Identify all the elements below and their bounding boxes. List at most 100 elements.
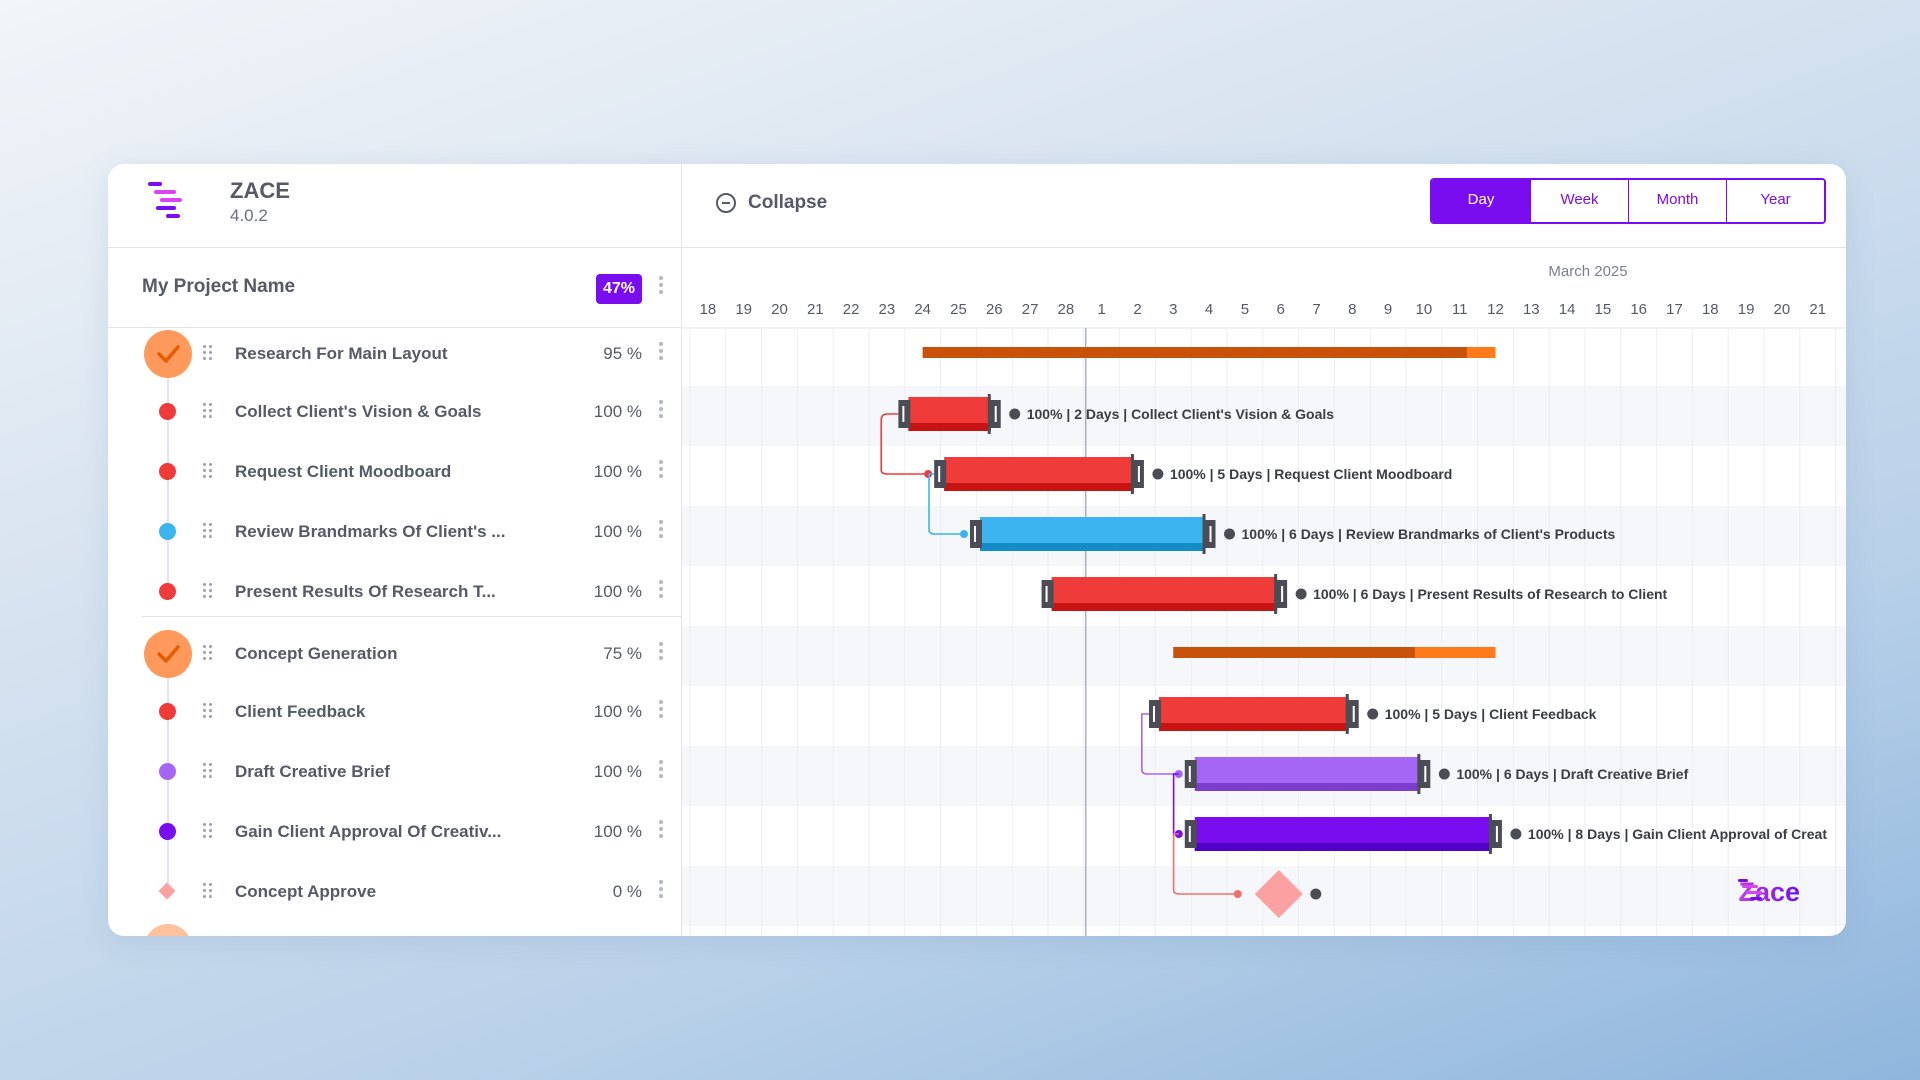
gantt-row-stripe xyxy=(682,506,1846,566)
task-row[interactable]: Collect Client's Vision & Goals 100 % xyxy=(108,386,682,436)
drag-handle-icon[interactable] xyxy=(203,823,213,839)
task-row[interactable]: Review Brandmarks Of Client's ... 100 % xyxy=(108,506,682,556)
task-bar-shade xyxy=(944,483,1134,491)
task-name: Request Client Moodboard xyxy=(235,462,452,481)
timeline-month-label: March 2025 xyxy=(1548,263,1627,280)
task-menu-kebab-icon[interactable] xyxy=(658,880,664,902)
drag-handle-icon[interactable] xyxy=(203,345,213,361)
day-tick-label: 20 xyxy=(1774,301,1791,318)
project-name: My Project Name xyxy=(142,276,296,297)
task-row[interactable]: Research For Main Layout 95 % xyxy=(108,328,682,378)
dependency-connector xyxy=(880,413,929,475)
day-tick-label: 19 xyxy=(1738,301,1755,318)
task-percent: 100 % xyxy=(593,822,642,841)
drag-handle-icon[interactable] xyxy=(203,703,213,719)
handle-grip xyxy=(973,526,976,542)
drag-handle-icon[interactable] xyxy=(203,645,213,661)
day-tick-label: 6 xyxy=(1277,301,1285,318)
milestone-end-dot[interactable] xyxy=(1310,888,1322,900)
task-bar-shade xyxy=(1194,783,1421,791)
view-switcher: Day Week Month Year xyxy=(1430,178,1826,224)
collapse-button[interactable]: Collapse xyxy=(716,192,827,214)
task-start-handle[interactable] xyxy=(1184,820,1197,848)
task-menu-kebab-icon[interactable] xyxy=(658,700,664,722)
task-progress-marker[interactable] xyxy=(1130,454,1134,494)
task-link-dot[interactable] xyxy=(1438,768,1450,780)
task-percent: 95 % xyxy=(603,344,642,363)
task-progress-marker[interactable] xyxy=(1202,514,1206,554)
task-link-dot[interactable] xyxy=(1152,468,1164,480)
drag-handle-icon[interactable] xyxy=(203,883,213,899)
task-progress-marker[interactable] xyxy=(1417,754,1421,794)
task-menu-kebab-icon[interactable] xyxy=(658,342,664,364)
day-tick-label: 21 xyxy=(807,301,824,318)
milestone-diamond[interactable] xyxy=(1254,869,1303,919)
day-tick-label: 3 xyxy=(1169,301,1177,318)
task-menu-kebab-icon[interactable] xyxy=(658,400,664,422)
task-menu-kebab-icon[interactable] xyxy=(658,460,664,482)
drag-handle-icon[interactable] xyxy=(203,463,213,479)
drag-handle-icon[interactable] xyxy=(203,583,213,599)
group-checkmark-icon xyxy=(144,630,192,678)
task-menu-kebab-icon[interactable] xyxy=(658,642,664,664)
day-tick-label: 16 xyxy=(1630,301,1647,318)
task-name: Research For Main Layout xyxy=(235,344,448,363)
task-row[interactable]: Concept Approve 0 % xyxy=(108,866,682,916)
zace-watermark-logo-icon xyxy=(1738,879,1763,900)
task-end-handle[interactable] xyxy=(1489,820,1502,848)
handle-grip xyxy=(938,466,941,482)
dependency-connector xyxy=(1172,833,1238,895)
task-progress-marker[interactable] xyxy=(987,394,991,434)
task-progress-marker[interactable] xyxy=(1488,814,1492,854)
task-menu-kebab-icon[interactable] xyxy=(658,820,664,842)
task-progress-marker[interactable] xyxy=(1274,574,1278,614)
task-end-handle[interactable] xyxy=(988,400,1001,428)
drag-handle-icon[interactable] xyxy=(203,403,213,419)
dependency-connector xyxy=(1141,713,1179,775)
task-link-dot[interactable] xyxy=(1295,588,1307,600)
handle-grip xyxy=(1188,826,1191,842)
task-menu-kebab-icon[interactable] xyxy=(658,520,664,542)
task-name: Concept Generation xyxy=(235,644,398,663)
connector-end-dot xyxy=(924,470,933,478)
task-menu-kebab-icon[interactable] xyxy=(658,580,664,602)
view-week-button[interactable]: Week xyxy=(1530,180,1628,222)
task-name: Collect Client's Vision & Goals xyxy=(235,402,482,421)
group-separator xyxy=(142,616,682,617)
handle-grip xyxy=(902,406,905,422)
gantt-app-card: ZACE 4.0.2 My Project Name 47% Research … xyxy=(108,164,1846,936)
day-tick-label: 24 xyxy=(914,301,931,318)
view-month-button[interactable]: Month xyxy=(1628,180,1726,222)
task-progress-marker[interactable] xyxy=(1345,694,1349,734)
task-row[interactable]: Present Results Of Research T... 100 % xyxy=(108,566,682,616)
task-row[interactable]: Gain Client Approval Of Creativ... 100 % xyxy=(108,806,682,856)
task-name: Concept Approve xyxy=(235,882,377,901)
task-link-dot[interactable] xyxy=(1510,828,1522,840)
day-tick-label: 22 xyxy=(843,301,860,318)
group-summary-progress xyxy=(1173,647,1415,658)
task-status-dot-icon xyxy=(159,583,176,600)
task-menu-kebab-icon[interactable] xyxy=(658,760,664,782)
task-link-dot[interactable] xyxy=(1009,408,1021,420)
task-link-dot[interactable] xyxy=(1224,528,1236,540)
task-row[interactable]: Request Client Moodboard 100 % xyxy=(108,446,682,496)
task-row[interactable]: Draft Creative Brief 100 % xyxy=(108,746,682,796)
gantt-panel: Collapse Day Week Month Year March 2025 1… xyxy=(682,164,1846,936)
task-start-handle[interactable] xyxy=(1184,760,1197,788)
task-percent: 100 % xyxy=(593,762,642,781)
day-tick-label: 26 xyxy=(986,301,1003,318)
handle-grip xyxy=(1495,826,1498,842)
handle-grip xyxy=(1424,766,1427,782)
drag-handle-icon[interactable] xyxy=(203,523,213,539)
day-tick-label: 19 xyxy=(735,301,752,318)
view-day-button[interactable]: Day xyxy=(1432,180,1530,222)
handle-grip xyxy=(1209,526,1212,542)
task-row[interactable]: Client Feedback 100 % xyxy=(108,686,682,736)
task-link-dot[interactable] xyxy=(1367,708,1379,720)
view-year-button[interactable]: Year xyxy=(1726,180,1824,222)
day-tick-label: 2 xyxy=(1133,301,1141,318)
project-menu-kebab-icon[interactable] xyxy=(658,276,664,298)
drag-handle-icon[interactable] xyxy=(203,763,213,779)
task-row[interactable]: Concept Generation 75 % xyxy=(108,628,682,678)
task-percent: 100 % xyxy=(593,702,642,721)
